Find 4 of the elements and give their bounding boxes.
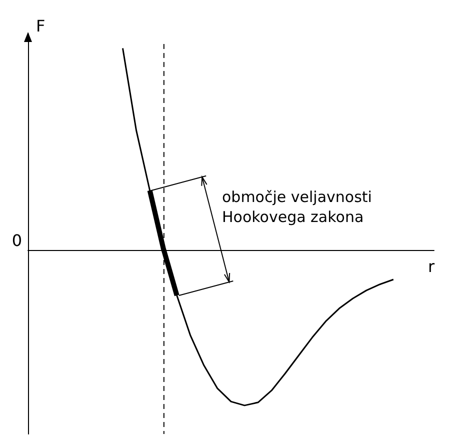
annotation: območje veljavnosti Hookovega zakona xyxy=(222,188,372,226)
x-axis-title: r xyxy=(428,256,435,276)
y-axis-title: F xyxy=(36,16,46,36)
text: 0 xyxy=(12,230,22,250)
